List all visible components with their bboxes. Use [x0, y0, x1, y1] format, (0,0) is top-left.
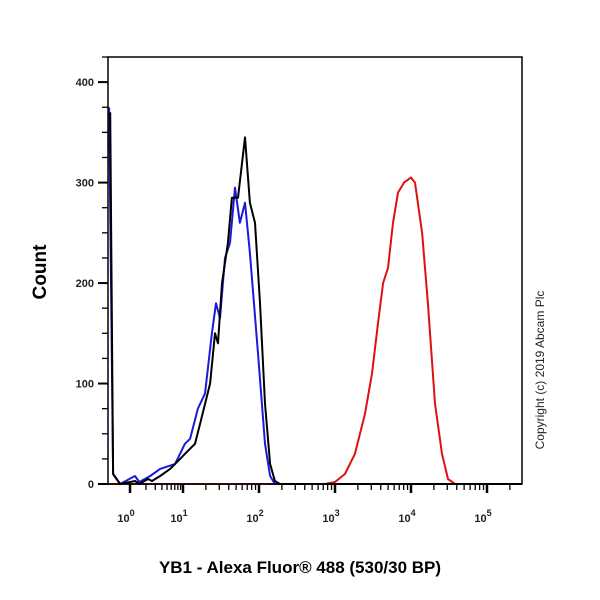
tick-exponent: 5 [487, 508, 492, 518]
y-axis-label: Count [30, 244, 51, 300]
tick-base: 10 [117, 513, 129, 525]
tick-exponent: 0 [130, 508, 135, 518]
copyright-annotation: Copyright (c) 2019 Abcam Plc [533, 291, 547, 450]
x-tick-label: 101 [170, 508, 187, 525]
tick-base: 10 [398, 513, 410, 525]
x-tick-label: 102 [246, 508, 263, 525]
tick-exponent: 2 [259, 508, 264, 518]
x-tick-label: 103 [322, 508, 339, 525]
x-tick-label: 104 [398, 508, 415, 525]
x-axis-label: YB1 - Alexa Fluor® 488 (530/30 BP) [159, 558, 441, 577]
tick-exponent: 3 [335, 508, 340, 518]
tick-exponent: 4 [411, 508, 416, 518]
plot-frame [107, 56, 523, 485]
tick-base: 10 [474, 513, 486, 525]
y-tick-label: 0 [88, 479, 94, 491]
tick-base: 10 [170, 513, 182, 525]
x-tick-label: 100 [117, 508, 134, 525]
series-layer [108, 107, 522, 485]
y-tick-label: 200 [76, 278, 94, 290]
y-tick-label: 100 [76, 379, 94, 391]
y-tick-label: 300 [76, 178, 94, 190]
tick-exponent: 1 [183, 508, 188, 518]
series-line-2 [108, 176, 522, 485]
x-tick-label: 105 [474, 508, 491, 525]
y-tick-label: 400 [76, 77, 94, 89]
series-line-0 [109, 112, 522, 485]
series-line-1 [108, 107, 522, 485]
tick-base: 10 [246, 513, 258, 525]
tick-base: 10 [322, 513, 334, 525]
